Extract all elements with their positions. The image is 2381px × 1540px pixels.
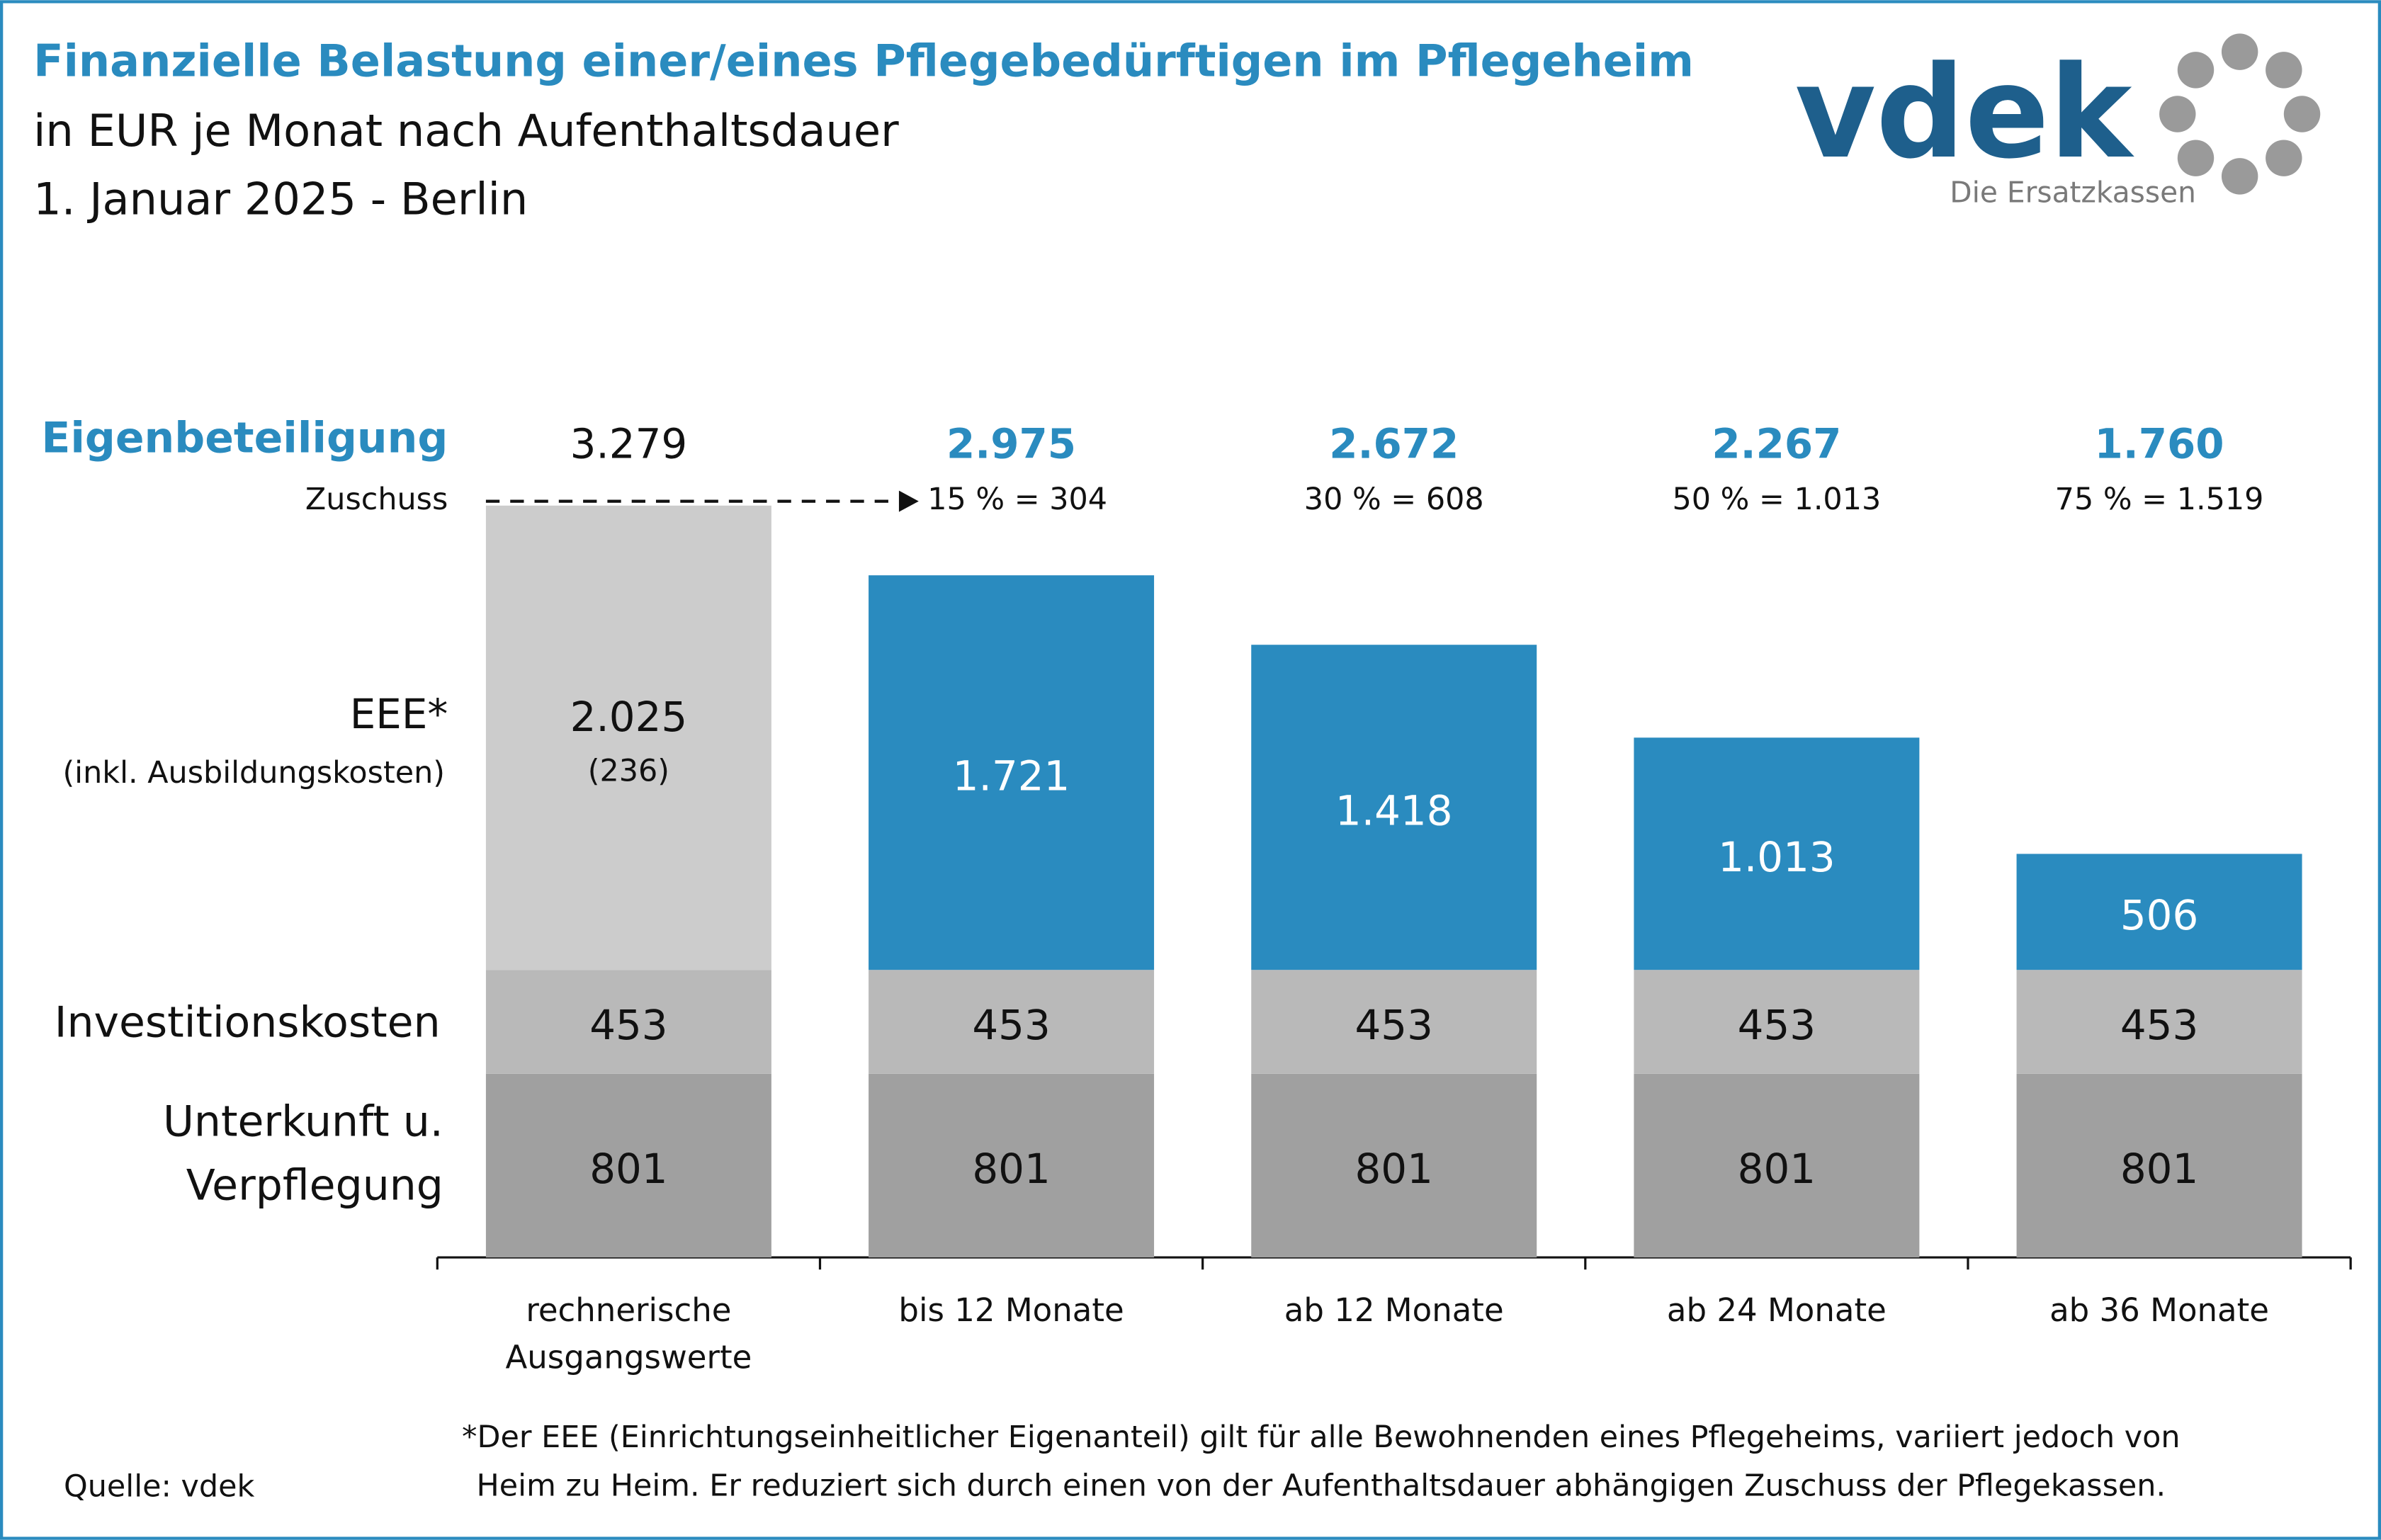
x-tick-label: ab 12 Monate	[1284, 1292, 1504, 1329]
value-label: 453	[2120, 1001, 2198, 1049]
total-label: 3.279	[570, 420, 688, 468]
x-tick-label: ab 36 Monate	[2049, 1292, 2269, 1329]
chart-title: Finanzielle Belastung einer/eines Pflege…	[33, 35, 1694, 86]
value-label: 1.418	[1335, 786, 1453, 834]
value-label: 801	[2120, 1145, 2198, 1193]
value-label: 1.013	[1718, 833, 1836, 881]
legend-label-box: Unterkunft u. Verpflegung	[162, 1096, 443, 1211]
source: Quelle: vdek	[64, 1468, 254, 1504]
zuschuss-value: 75 % = 1.519	[2055, 482, 2264, 517]
totals-label: Eigenbeteiligung	[41, 413, 448, 463]
value-label: 801	[972, 1145, 1050, 1193]
zuschuss-label: Zuschuss	[305, 482, 448, 517]
total-label: 2.975	[946, 420, 1076, 468]
bar-segment	[2016, 854, 2302, 970]
bar-segment	[485, 970, 771, 1074]
value-label: 453	[972, 1001, 1050, 1049]
value-label: 801	[589, 1145, 667, 1193]
bar-segment	[485, 505, 771, 970]
sub-value-label: (236)	[588, 753, 669, 788]
bar-segment	[869, 1073, 1155, 1258]
zuschuss-value: 50 % = 1.013	[1673, 482, 1882, 517]
value-label: 506	[2120, 891, 2198, 939]
value-label: 801	[1738, 1145, 1816, 1193]
bar-segment	[2016, 970, 2302, 1074]
x-tick-label-box: rechnerische Ausgangswerte	[505, 1292, 752, 1376]
x-tick-label: bis 12 Monate	[898, 1292, 1124, 1329]
footnote: *Der EEE (Einrichtungseinheitlicher Eige…	[462, 1418, 2181, 1504]
value-label: 801	[1355, 1145, 1433, 1193]
x-tick-label-box: ab 36 Monate	[2049, 1292, 2269, 1329]
chart-subtitle: in EUR je Monat nach Aufenthaltsdauer	[33, 105, 899, 157]
value-label: 2.025	[570, 693, 688, 741]
total-label: 2.672	[1329, 420, 1459, 468]
value-label: 453	[589, 1001, 667, 1049]
value-label: 453	[1355, 1001, 1433, 1049]
bar-segment	[869, 575, 1155, 970]
x-tick-label-box: ab 24 Monate	[1666, 1292, 1887, 1329]
value-label: 1.721	[953, 752, 1070, 800]
x-tick-label: rechnerische Ausgangswerte	[505, 1292, 752, 1376]
bar-segment	[1634, 1073, 1920, 1258]
bar-segment	[2016, 1073, 2302, 1258]
logo-name: vdek	[1795, 39, 2135, 187]
bar-segment	[1251, 1073, 1537, 1258]
logo: vdek Die Ersatzkassen	[1795, 33, 2321, 210]
footnote-box: *Der EEE (Einrichtungseinheitlicher Eige…	[462, 1418, 2181, 1504]
bar-segment	[485, 1073, 771, 1258]
zuschuss-value: 30 % = 608	[1304, 482, 1484, 517]
x-tick-label: ab 24 Monate	[1666, 1292, 1887, 1329]
bar-segment	[1634, 970, 1920, 1074]
logo-tagline: Die Ersatzkassen	[1950, 176, 2196, 210]
zuschuss-value: 15 % = 304	[927, 482, 1107, 517]
legend-label: Unterkunft u. Verpflegung	[162, 1096, 443, 1211]
total-label: 1.760	[2095, 420, 2224, 468]
bar-segment	[1251, 970, 1537, 1074]
logo-ring	[2159, 33, 2321, 195]
legend-note: (inkl. Ausbildungskosten)	[62, 755, 445, 791]
zuschuss-arrowhead	[898, 490, 919, 512]
bar-segment	[1251, 645, 1537, 970]
value-label: 453	[1738, 1001, 1816, 1049]
legend-label: EEE*	[350, 690, 448, 738]
bar-segment	[869, 970, 1155, 1074]
x-tick-label-box: bis 12 Monate	[898, 1292, 1124, 1329]
x-tick-label-box: ab 12 Monate	[1284, 1292, 1504, 1329]
bar-segment	[1634, 737, 1920, 970]
total-label: 2.267	[1712, 420, 1841, 468]
legend-label: Investitionskosten	[55, 998, 441, 1048]
chart-subtitle: 1. Januar 2025 - Berlin	[33, 173, 528, 225]
